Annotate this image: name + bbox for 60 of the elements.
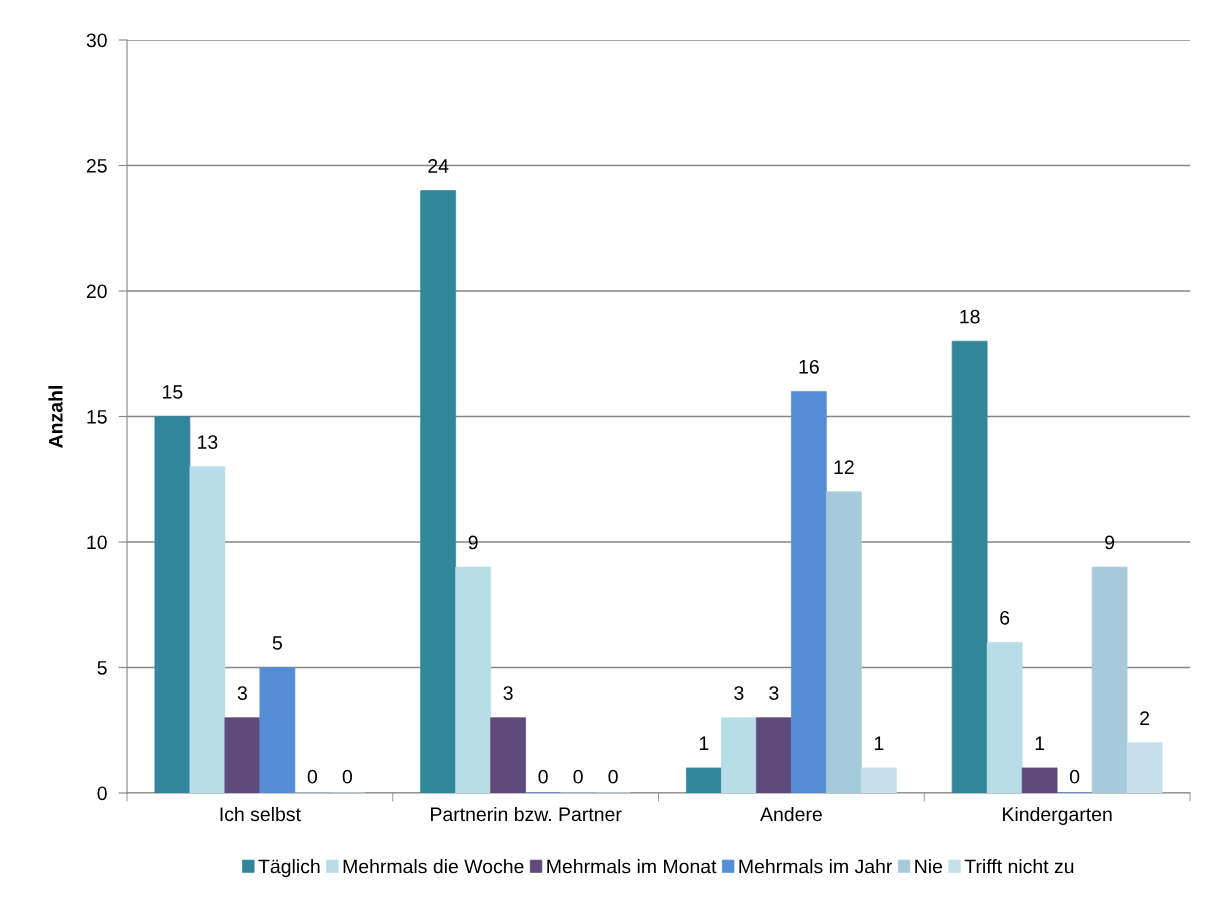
y-tick-label: 25 <box>86 158 107 173</box>
x-tick-label: Andere <box>760 806 822 822</box>
data-label: 3 <box>503 686 513 700</box>
data-label: 9 <box>468 535 478 550</box>
data-label: 0 <box>1069 769 1080 784</box>
data-label: 1 <box>874 736 884 750</box>
data-label: 0 <box>538 769 548 784</box>
data-label: 16 <box>799 359 819 374</box>
bar <box>721 717 757 793</box>
x-tick-label: Partnerin bzw. Partner <box>431 806 622 822</box>
data-label: 18 <box>960 309 980 324</box>
bar <box>951 340 988 793</box>
y-axis-title: Anzahl <box>48 386 63 448</box>
bar <box>756 717 792 793</box>
bar <box>420 190 456 793</box>
data-label: 12 <box>834 460 854 474</box>
bar <box>1091 566 1128 793</box>
bar <box>154 416 191 793</box>
data-label: 3 <box>237 686 247 700</box>
data-label: 3 <box>769 686 779 700</box>
bar <box>986 642 1023 793</box>
bar <box>791 391 827 793</box>
data-label: 0 <box>573 769 583 784</box>
data-label: 15 <box>163 385 183 399</box>
bar <box>861 767 897 793</box>
bar <box>455 566 491 793</box>
data-label: 1 <box>1035 736 1045 750</box>
y-tick-label: 15 <box>87 410 107 424</box>
y-tick-label: 0 <box>97 786 107 801</box>
legend-label: Täglich <box>258 859 320 878</box>
data-label: 0 <box>307 769 318 784</box>
data-label: 3 <box>734 686 744 700</box>
y-tick-label: 30 <box>86 33 107 48</box>
data-label: 9 <box>1105 535 1115 550</box>
legend-label: Nie <box>915 859 943 874</box>
data-label: 2 <box>1140 711 1150 725</box>
legend-label: Mehrmals im Monat <box>547 859 717 874</box>
data-label: 6 <box>1000 610 1010 625</box>
data-label: 24 <box>428 159 449 173</box>
bar <box>490 717 526 793</box>
bar <box>224 717 261 793</box>
bar <box>189 466 226 793</box>
bar <box>686 767 722 793</box>
data-label: 0 <box>342 769 352 784</box>
y-tick-label: 10 <box>87 535 107 550</box>
y-tick-label: 20 <box>86 284 107 299</box>
legend-label: Trifft nicht zu <box>964 859 1074 874</box>
x-tick-label: Ich selbst <box>220 806 301 822</box>
data-label: 5 <box>272 636 282 650</box>
data-label: 0 <box>608 769 618 784</box>
data-label: 13 <box>198 435 218 449</box>
legend-label: Mehrmals im Jahr <box>739 859 893 874</box>
x-tick-label: Kindergarten <box>1003 806 1112 826</box>
bar <box>1126 742 1163 793</box>
y-tick-label: 5 <box>97 661 107 675</box>
legend-label: Mehrmals die Woche <box>343 859 524 874</box>
data-label: 1 <box>699 736 709 750</box>
bar <box>826 491 862 793</box>
bar <box>259 667 296 793</box>
bar <box>1021 767 1058 793</box>
